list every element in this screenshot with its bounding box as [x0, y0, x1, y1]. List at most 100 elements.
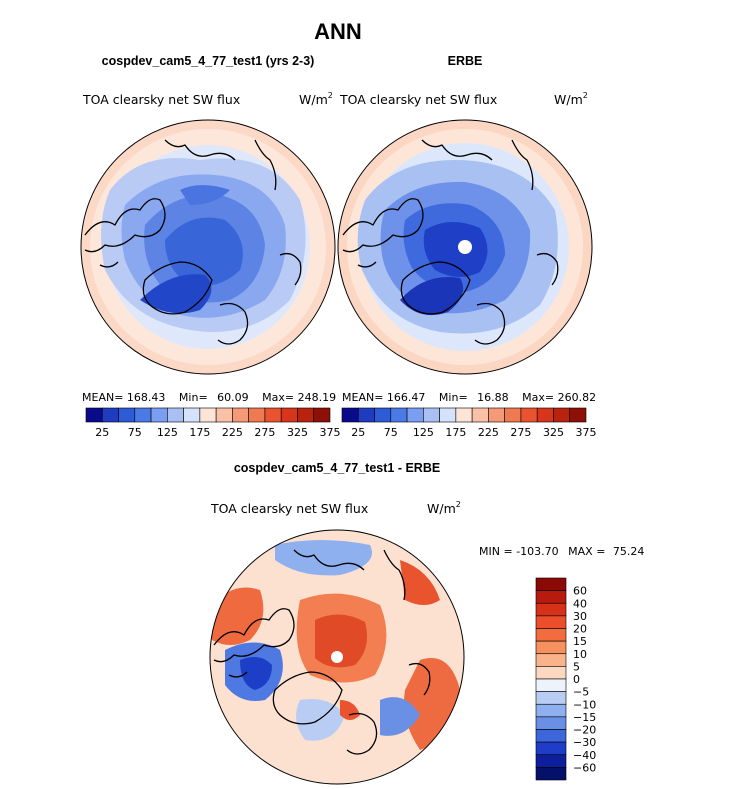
panel-b-min-label: Min=	[439, 391, 468, 404]
panel-b-units: W/m2	[554, 91, 588, 107]
panel-a-colorbar-swatch	[150, 407, 168, 423]
panel-b-colorbar-tick-label: 375	[576, 426, 597, 439]
panel-a-colorbar-tick-label: 75	[128, 426, 142, 439]
panel-c-units-exp: 2	[456, 500, 461, 509]
panel-a-colorbar-swatch	[101, 407, 119, 423]
panel-b-units-exp: 2	[583, 91, 588, 100]
panel-a-max-label: Max=	[262, 391, 294, 404]
panel-b-colorbar-swatch	[553, 407, 571, 423]
panel-b-colorbar-tick-label: 275	[510, 426, 531, 439]
panel-a-colorbar-tick-label: 275	[254, 426, 275, 439]
panel-c-colorbar-tick-label: 0	[573, 673, 580, 686]
panel-b-colorbar-tick-label: 25	[351, 426, 365, 439]
panel-c-frame	[209, 529, 465, 785]
panel-c-colorbar-swatch	[535, 602, 567, 617]
panel-c-colorbar-swatch	[535, 640, 567, 655]
panel-c-colorbar-swatch	[535, 666, 567, 680]
panel-c-units: W/m2	[427, 500, 461, 516]
panel-c-colorbar-tick-label: 40	[573, 597, 587, 610]
panel-c-colorbar-tick-label: 5	[573, 660, 580, 673]
panel-b-map	[337, 119, 593, 375]
panel-c-colorbar-swatch	[535, 716, 567, 730]
panel-b-colorbar-swatch	[374, 407, 392, 423]
panel-b-colorbar-swatch	[455, 407, 473, 423]
panel-c-variable-label: TOA clearsky net SW flux	[210, 501, 368, 516]
panel-b-colorbar-tick-label: 175	[445, 426, 466, 439]
panel-b-colorbar-swatch	[390, 407, 408, 423]
panel-a-units-base: W/m	[299, 92, 328, 107]
panel-a-colorbar-swatch	[248, 407, 266, 423]
panel-b-mean-label: MEAN=	[342, 391, 383, 404]
panel-a-stats: MEAN= 168.43 Min= 60.09 Max= 248.19	[82, 391, 336, 404]
panel-a-coastlines	[84, 139, 302, 345]
panel-a-map	[80, 119, 336, 375]
panel-c-colorbar-swatch	[535, 678, 567, 692]
panel-a-colorbar-swatch	[215, 407, 233, 423]
panel-c-colorbar-tick-label: 30	[573, 610, 587, 623]
panel-a-colorbar-tick-label: 225	[222, 426, 243, 439]
panel-c-min-label: MIN =	[479, 545, 513, 558]
panel-b-colorbar-swatch	[423, 407, 440, 423]
panel-a-min-label: Min=	[179, 391, 208, 404]
panel-b-colorbar-tick-label: 125	[413, 426, 434, 439]
panel-c-colorbar-swatch	[535, 703, 567, 718]
panel-b-frame	[337, 119, 593, 375]
panel-b-max-value: 260.82	[558, 391, 597, 404]
panel-b-colorbar-swatch	[341, 407, 359, 423]
panel-b-colorbar-swatch	[471, 407, 489, 423]
panel-a-colorbar-swatch	[134, 407, 152, 423]
panel-c-colorbar-swatch	[535, 577, 567, 591]
panel-c-colorbar-tick-label: 20	[573, 623, 587, 636]
figure-title: ANN	[314, 19, 362, 44]
panel-a-colorbar-swatch	[313, 407, 331, 423]
panel-a-colorbar-swatch	[167, 407, 184, 423]
panel-a-units-exp: 2	[328, 91, 333, 100]
panel-c-case-label: cospdev_cam5_4_77_test1 - ERBE	[234, 461, 440, 475]
panel-a-min-value: 60.09	[217, 391, 249, 404]
panel-c-colorbar-tick-label: 15	[573, 635, 587, 648]
panel-c-colorbar-tick-label: −20	[573, 724, 596, 737]
panel-a-colorbar-swatch	[280, 407, 298, 423]
panel-b-mean-value: 166.47	[387, 391, 426, 404]
panel-c-colorbar-swatch	[535, 767, 567, 781]
panel-b-colorbar-swatch	[488, 407, 505, 423]
panel-c-colorbar-swatch	[535, 653, 567, 667]
panel-b-colorbar-tick-label: 225	[478, 426, 499, 439]
panel-a-colorbar-swatch	[183, 407, 201, 423]
panel-c-colorbar-tick-label: 10	[573, 648, 587, 661]
panel-c-colorbar-swatch	[535, 628, 567, 642]
panel-b-colorbar: 25 75 125 175 225 275 325 375	[341, 407, 597, 439]
panel-b-variable-label: TOA clearsky net SW flux	[339, 92, 497, 107]
panel-c-colorbar-swatch	[535, 691, 567, 705]
panel-c-colorbar-swatch	[535, 590, 567, 604]
panel-c-colorbar-swatch	[535, 729, 567, 743]
panel-b-case-label: ERBE	[448, 54, 483, 68]
panel-a-units: W/m2	[299, 91, 333, 107]
panel-b-stats: MEAN= 166.47 Min= 16.88 Max= 260.82	[342, 391, 596, 404]
panel-a-colorbar: 25 75 125 175 225 275 325 375	[85, 407, 341, 439]
panel-a-colorbar-swatch	[118, 407, 136, 423]
panel-c-colorbar-tick-label: 60	[573, 585, 587, 598]
panel-a-colorbar-tick-label: 325	[287, 426, 308, 439]
panel-b-colorbar-swatch	[439, 407, 457, 423]
panel-a-colorbar-tick-label: 25	[95, 426, 109, 439]
panel-a-colorbar-tick-label: 125	[157, 426, 178, 439]
panel-a-colorbar-tick-label: 175	[189, 426, 210, 439]
panel-b-max-label: Max=	[522, 391, 554, 404]
panel-c-coastlines	[213, 549, 431, 755]
panel-c-colorbar-tick-label: −15	[573, 711, 596, 724]
panel-c-colorbar-swatch	[535, 754, 567, 768]
panel-a-frame	[80, 119, 336, 375]
panel-a-mean-value: 168.43	[127, 391, 166, 404]
panel-c-colorbar-tick-label: −30	[573, 736, 596, 749]
panel-c-stats: MIN = -103.70 MAX = 75.24	[479, 545, 644, 558]
panel-a-colorbar-swatch	[297, 407, 315, 423]
panel-c-map	[209, 529, 465, 785]
panel-c-max-value: 75.24	[613, 545, 645, 558]
panel-b-colorbar-swatch	[536, 407, 554, 423]
panel-c-colorbar-swatch	[535, 741, 567, 756]
panel-a-colorbar-tick-label: 375	[320, 426, 341, 439]
panel-b-coastlines	[342, 139, 559, 345]
panel-c-colorbar-tick-label: −40	[573, 749, 596, 762]
